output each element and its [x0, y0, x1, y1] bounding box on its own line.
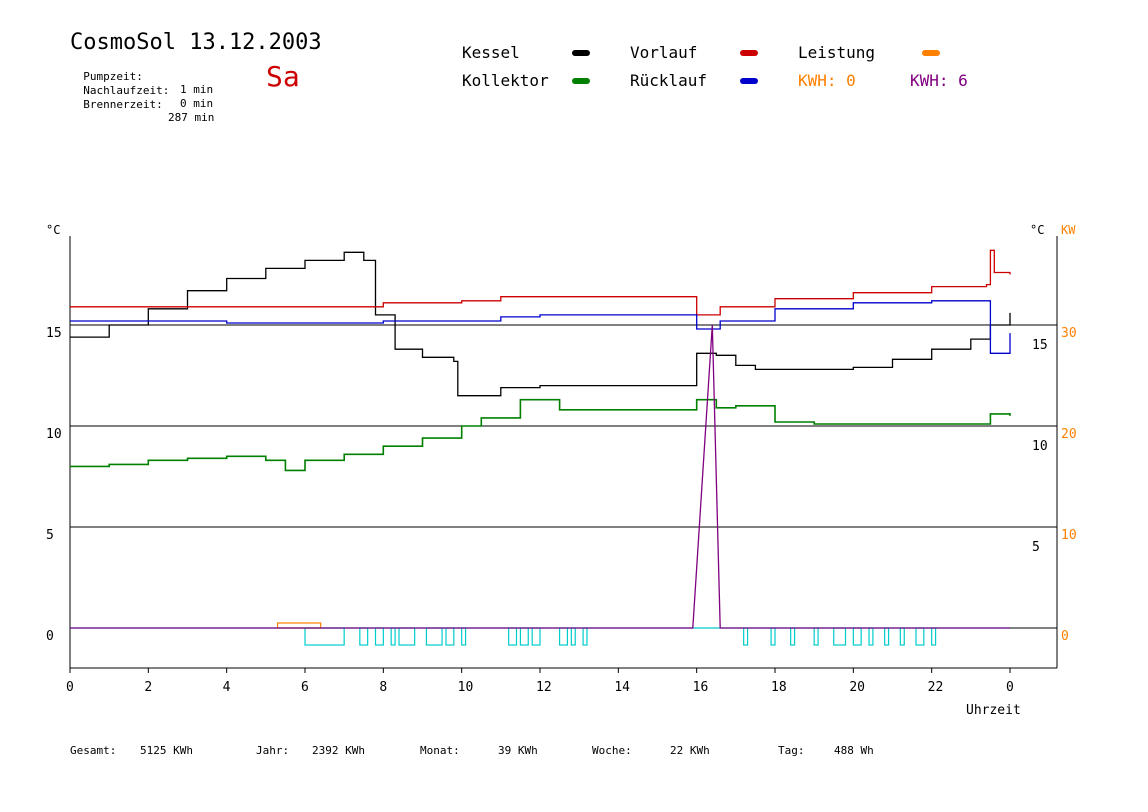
legend-vorlauf-label: Vorlauf — [630, 43, 698, 62]
series-kessel — [70, 251, 1011, 397]
y-kw-tick-label: 20 — [1061, 427, 1077, 442]
stat-brennerzeit: Brennerzeit: 287 min — [70, 85, 214, 124]
footer-woche-value: 22 KWh — [670, 744, 710, 757]
y-left-tick-label: 0 — [46, 629, 54, 644]
pump-block — [398, 627, 416, 646]
series-kollektor — [70, 398, 1011, 472]
legend-kollektor-swatch — [572, 78, 590, 84]
pump-block — [790, 627, 796, 646]
footer-woche-label: Woche: — [592, 744, 632, 757]
legend-kwh-purple: KWH: 6 — [910, 71, 968, 90]
pump-block — [833, 627, 847, 646]
y-kw-unit: KW — [1061, 223, 1076, 237]
series-ruecklauf — [70, 300, 1011, 354]
stat-pumpzeit: Pumpzeit: 1 min — [70, 57, 213, 96]
legend-vorlauf-swatch — [740, 50, 758, 56]
x-tick-label: 0 — [66, 680, 74, 695]
stat-value: 0 min — [180, 97, 214, 110]
series-vorlauf — [70, 249, 1011, 316]
legend-leistung-swatch — [922, 50, 940, 56]
weekday-label: Sa — [266, 60, 300, 93]
footer-tag-value: 488 Wh — [834, 744, 874, 757]
legend-ruecklauf-swatch — [740, 78, 758, 84]
footer-jahr-value: 2392 KWh — [312, 744, 365, 757]
pump-block — [445, 627, 455, 646]
pump-block — [425, 627, 443, 646]
stat-label: Nachlaufzeit: — [83, 84, 170, 97]
legend-kessel-label: Kessel — [462, 43, 520, 62]
pump-block — [899, 627, 905, 646]
pump-block — [813, 627, 819, 646]
pump-block — [915, 627, 925, 646]
y-left-tick-label: 10 — [46, 427, 62, 442]
gridlines — [70, 324, 1057, 629]
pump-block — [304, 627, 345, 646]
x-tick-label: 2 — [144, 680, 152, 695]
legend-kollektor-label: Kollektor — [462, 71, 549, 90]
x-tick-label: 22 — [928, 680, 944, 695]
y-left-tick-label: 15 — [46, 326, 62, 341]
y-kw-tick-label: 10 — [1061, 528, 1077, 543]
pump-activity — [70, 622, 1010, 646]
series-lines — [70, 249, 1011, 629]
legend-kessel-swatch — [572, 50, 590, 56]
pump-block — [852, 627, 862, 646]
x-tick-label: 8 — [379, 680, 387, 695]
x-tick-label: 0 — [1006, 680, 1014, 695]
x-tick-label: 18 — [771, 680, 787, 695]
y-right-tick-label: 15 — [1032, 338, 1048, 353]
leistung-block — [276, 622, 322, 629]
pump-block — [931, 627, 937, 646]
pump-block — [390, 627, 396, 646]
y-left-unit: °C — [46, 223, 60, 237]
stat-label: Brennerzeit: — [83, 98, 163, 111]
y-right-tick-label: 10 — [1032, 439, 1048, 454]
y-left-tick-label: 5 — [46, 528, 54, 543]
footer-tag-label: Tag: — [778, 744, 805, 757]
series-kwh — [70, 324, 1010, 629]
x-tick-label: 20 — [849, 680, 865, 695]
x-tick-label: 4 — [223, 680, 231, 695]
pump-block — [558, 627, 569, 646]
pump-block — [770, 627, 776, 646]
footer-gesamt-value: 5125 KWh — [140, 744, 193, 757]
pump-block — [884, 627, 890, 646]
pump-block — [508, 627, 518, 646]
y-kw-tick-label: 0 — [1061, 629, 1069, 644]
pump-block — [570, 627, 576, 646]
legend-ruecklauf-label: Rücklauf — [630, 71, 708, 90]
legend-kwh-orange: KWH: 0 — [798, 71, 856, 90]
footer-monat-label: Monat: — [420, 744, 460, 757]
ticks: 0 5 10 15 5 10 15 0 10 20 30 0 2 4 6 8 10 12 14 16 18 20 22 0 — [46, 326, 1077, 695]
pump-block — [868, 627, 874, 646]
pump-block — [519, 627, 529, 646]
pump-block — [743, 627, 749, 646]
pump-block — [461, 627, 467, 646]
stat-nachlaufzeit: Nachlaufzeit: 0 min — [70, 71, 213, 110]
pump-block — [531, 627, 541, 646]
pump-block — [359, 627, 369, 646]
x-tick-label: 6 — [301, 680, 309, 695]
x-axis-label: Uhrzeit — [966, 703, 1021, 718]
stat-value: 1 min — [180, 83, 214, 96]
pump-block — [582, 627, 588, 646]
y-right-unit: °C — [1030, 223, 1044, 237]
y-right-tick-label: 5 — [1032, 540, 1040, 555]
stat-label: Pumpzeit: — [83, 70, 143, 83]
legend-leistung-label: Leistung — [798, 43, 876, 62]
y-kw-tick-label: 30 — [1061, 326, 1077, 341]
stat-value: 287 min — [168, 111, 215, 124]
footer-monat-value: 39 KWh — [498, 744, 538, 757]
x-tick-label: 12 — [536, 680, 552, 695]
footer-gesamt-label: Gesamt: — [70, 744, 117, 757]
x-tick-label: 16 — [693, 680, 709, 695]
x-tick-label: 14 — [614, 680, 630, 695]
axes — [69, 236, 1058, 669]
footer-jahr-label: Jahr: — [256, 744, 290, 757]
pump-block — [374, 627, 384, 646]
chart-title: CosmoSol 13.12.2003 — [70, 30, 322, 55]
x-tick-label: 10 — [458, 680, 474, 695]
